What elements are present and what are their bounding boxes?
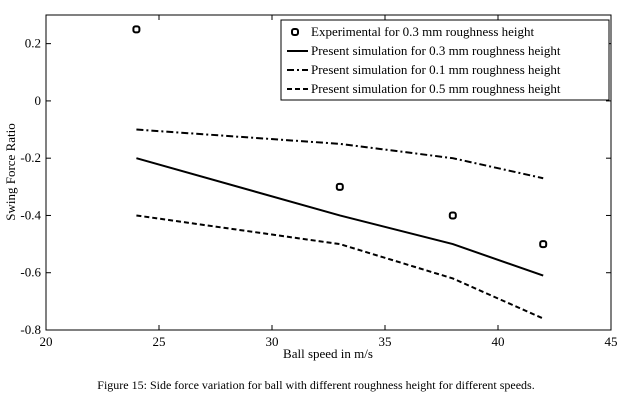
legend-label: Present simulation for 0.3 mm roughness … <box>311 43 561 58</box>
series-group <box>132 25 548 320</box>
y-tick-label: -0.8 <box>20 322 41 337</box>
y-tick-label: -0.2 <box>20 150 41 165</box>
legend: Experimental for 0.3 mm roughness height… <box>280 19 610 101</box>
series-line-dashdot <box>136 128 544 180</box>
x-tick-label: 25 <box>153 334 166 349</box>
x-axis-label: Ball speed in m/s <box>283 346 373 361</box>
legend-label: Experimental for 0.3 mm roughness height <box>311 24 535 39</box>
axis-ticks: 20 25 30 35 40 45 0.2 0 -0.2 -0.4 -0.6 -0.8 <box>20 15 618 349</box>
y-tick-label: 0.2 <box>25 36 41 51</box>
figure-caption: Figure 15: Side force variation for ball… <box>97 378 535 392</box>
data-point-experimental <box>539 240 548 249</box>
y-tick-label: -0.4 <box>20 207 41 222</box>
x-tick-label: 20 <box>40 334 53 349</box>
legend-marker <box>291 28 299 36</box>
series-line-dashed <box>136 214 544 320</box>
legend-box <box>280 19 610 101</box>
y-tick-label: -0.6 <box>20 265 41 280</box>
legend-label: Present simulation for 0.5 mm roughness … <box>311 81 561 96</box>
series-line-solid <box>136 157 544 277</box>
x-tick-label: 30 <box>266 334 279 349</box>
data-point-experimental <box>132 25 141 34</box>
chart: 20 25 30 35 40 45 0.2 0 -0.2 -0.4 -0.6 -0.8 Ball sp… <box>3 14 618 361</box>
x-tick-label: 45 <box>605 334 618 349</box>
data-point-experimental <box>448 211 457 220</box>
y-axis-label: Swing Force Ratio <box>3 123 18 221</box>
x-tick-label: 40 <box>492 334 505 349</box>
y-tick-label: 0 <box>35 93 42 108</box>
x-tick-label: 35 <box>379 334 392 349</box>
legend-label: Present simulation for 0.1 mm roughness … <box>311 62 561 77</box>
data-point-experimental <box>335 182 344 191</box>
